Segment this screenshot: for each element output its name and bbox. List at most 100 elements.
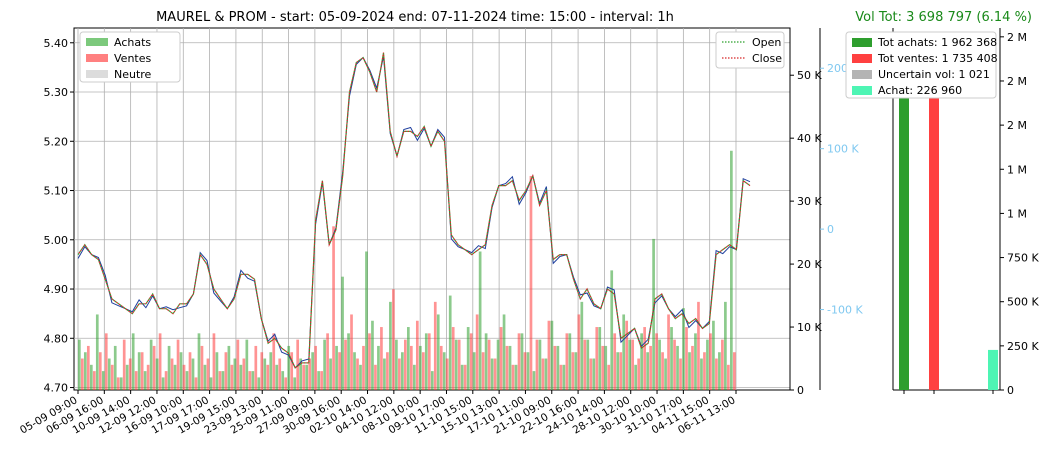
close-line-green bbox=[77, 52, 751, 369]
volume-bar-achat bbox=[436, 314, 440, 390]
volume-bar-achat bbox=[454, 339, 458, 390]
volume-bar-achat bbox=[604, 345, 608, 390]
volume-bar-vente bbox=[404, 339, 407, 390]
volume-bar-vente bbox=[176, 339, 180, 390]
volume-bar-achat bbox=[472, 352, 476, 390]
volume-bar-achat bbox=[353, 352, 356, 390]
volume-bar-achat bbox=[113, 345, 117, 390]
volume-bar-vente bbox=[254, 345, 258, 390]
volume-bar-vente bbox=[350, 314, 353, 390]
volume-bar-achat bbox=[682, 308, 685, 390]
volume-bar-vente bbox=[134, 371, 138, 390]
volume-bar-vente bbox=[128, 358, 132, 390]
volume-bar-vente bbox=[218, 371, 222, 390]
volume-bar-vente bbox=[697, 301, 700, 390]
volume-bar-achat bbox=[580, 301, 584, 390]
volume-bar-achat bbox=[155, 358, 159, 390]
summary-y-tick-label: 1 M bbox=[1007, 163, 1027, 176]
volume-bar-vente bbox=[673, 339, 676, 390]
volume-bar-achat bbox=[95, 314, 99, 390]
volume-bar-achat bbox=[430, 371, 434, 390]
volume-bar-achat bbox=[167, 345, 171, 390]
volume-bar-achat bbox=[412, 364, 416, 390]
volume-bar-vente bbox=[703, 352, 706, 390]
vol-tot-label: Vol Tot: 3 698 797 (6.14 %) bbox=[855, 10, 1032, 25]
volume-bar-vente bbox=[637, 358, 640, 390]
summary-bar-tot-ventes bbox=[929, 83, 939, 391]
volume-bar-vente bbox=[362, 345, 365, 390]
y-tick-label: 5.30 bbox=[44, 86, 69, 99]
summary-y-tick-label: 2 M bbox=[1007, 31, 1027, 44]
volume-bar-achat bbox=[508, 345, 512, 390]
volume-axis: 0 10 K 20 K 30 K 40 K 50 K bbox=[789, 28, 822, 397]
volume-bar-vente bbox=[206, 358, 210, 390]
volume-bar-vente bbox=[469, 333, 473, 390]
volume-bar-vente bbox=[158, 333, 162, 390]
legend-achats-swatch bbox=[86, 38, 108, 46]
delta-tick-label: 0 bbox=[827, 223, 834, 236]
volume-bar-vente bbox=[475, 314, 479, 390]
volume-bar-vente bbox=[553, 345, 557, 390]
volume-bar-achat bbox=[323, 339, 326, 390]
volume-bar-achat bbox=[401, 352, 404, 390]
volume-bar-achat bbox=[227, 345, 231, 390]
volume-bar-achat bbox=[424, 333, 428, 390]
summary-y-tick-label: 1 M bbox=[1007, 207, 1027, 220]
volume-bar-achat bbox=[724, 301, 727, 390]
volume-bar-vente bbox=[194, 377, 198, 390]
volume-bar-vente bbox=[715, 358, 718, 390]
volume-bar-vente bbox=[691, 345, 694, 390]
volume-bar-achat bbox=[466, 327, 470, 390]
volume-bar-achat bbox=[389, 301, 392, 390]
legend-uncertain: Uncertain vol: 1 021 bbox=[878, 68, 990, 81]
volume-bar-vente bbox=[595, 327, 599, 390]
volume-bar-achat bbox=[442, 352, 446, 390]
volume-bar-vente bbox=[427, 333, 431, 390]
volume-bar-vente bbox=[439, 345, 443, 390]
volume-bar-achat bbox=[329, 358, 332, 390]
volume-bar-achat bbox=[149, 339, 153, 390]
volume-bar-achat bbox=[371, 320, 374, 390]
price-lines bbox=[77, 52, 751, 369]
volume-bar-vente bbox=[511, 364, 515, 390]
volume-bar-vente bbox=[230, 364, 234, 390]
volume-bar-achat bbox=[718, 352, 721, 390]
volume-bar-achat bbox=[395, 339, 398, 390]
volume-bar-achat bbox=[586, 339, 590, 390]
volume-bars bbox=[78, 150, 736, 390]
volume-bar-vente bbox=[649, 345, 652, 390]
volume-bar-vente bbox=[685, 327, 688, 390]
y-tick-label: 5.40 bbox=[44, 37, 69, 50]
volume-bar-vente bbox=[248, 371, 252, 390]
volume-bar-vente bbox=[625, 320, 629, 390]
volume-bar-achat bbox=[526, 352, 530, 390]
volume-bar-vente bbox=[613, 333, 617, 390]
volume-bar-vente bbox=[583, 339, 587, 390]
volume-bar-vente bbox=[356, 358, 359, 390]
volume-bar-vente bbox=[92, 371, 96, 390]
y-tick-label: 5.10 bbox=[44, 185, 69, 198]
volume-bar-achat bbox=[209, 377, 213, 390]
volume-bar-vente bbox=[182, 364, 186, 390]
volume-bar-vente bbox=[463, 364, 467, 390]
volume-bar-achat bbox=[484, 333, 488, 390]
legend-price: Open Close bbox=[715, 31, 785, 69]
volume-bar-achat bbox=[233, 358, 237, 390]
volume-bar-achat bbox=[574, 352, 578, 390]
volume-bar-vente bbox=[260, 352, 264, 390]
volume-bar-achat bbox=[658, 339, 661, 390]
summary-y-tick-label: 750 K bbox=[1007, 252, 1039, 265]
volume-bar-achat bbox=[161, 377, 165, 390]
y-tick-label: 5.20 bbox=[44, 135, 69, 148]
volume-bar-achat bbox=[706, 339, 709, 390]
volume-bar-vente bbox=[571, 352, 575, 390]
summary-y-tick-label: 2 M bbox=[1007, 119, 1027, 132]
volume-bar-achat bbox=[622, 314, 626, 390]
volume-bar-achat bbox=[131, 333, 135, 390]
volume-bar-achat bbox=[179, 352, 183, 390]
volume-bar-vente bbox=[529, 175, 533, 390]
volume-bar-vente bbox=[392, 289, 395, 390]
volume-bar-vente bbox=[110, 364, 114, 390]
volume-bar-achat bbox=[610, 270, 614, 390]
price-axis: 4.70 4.80 4.90 5.00 5.10 5.20 5.30 5.40 bbox=[44, 37, 74, 395]
